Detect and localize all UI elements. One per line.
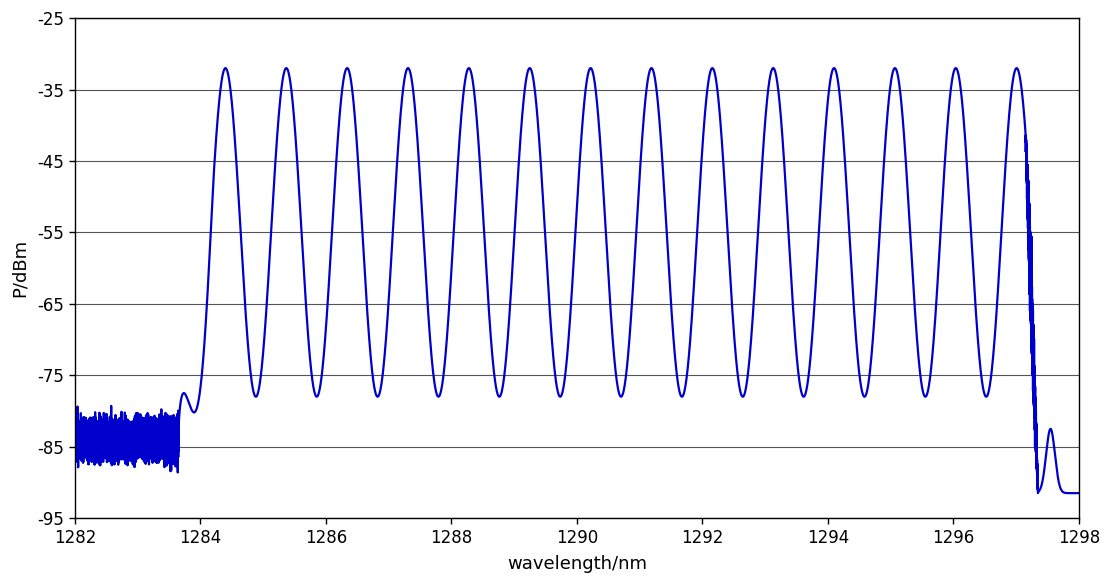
X-axis label: wavelength/nm: wavelength/nm bbox=[507, 555, 647, 573]
Y-axis label: P/dBm: P/dBm bbox=[11, 239, 29, 297]
